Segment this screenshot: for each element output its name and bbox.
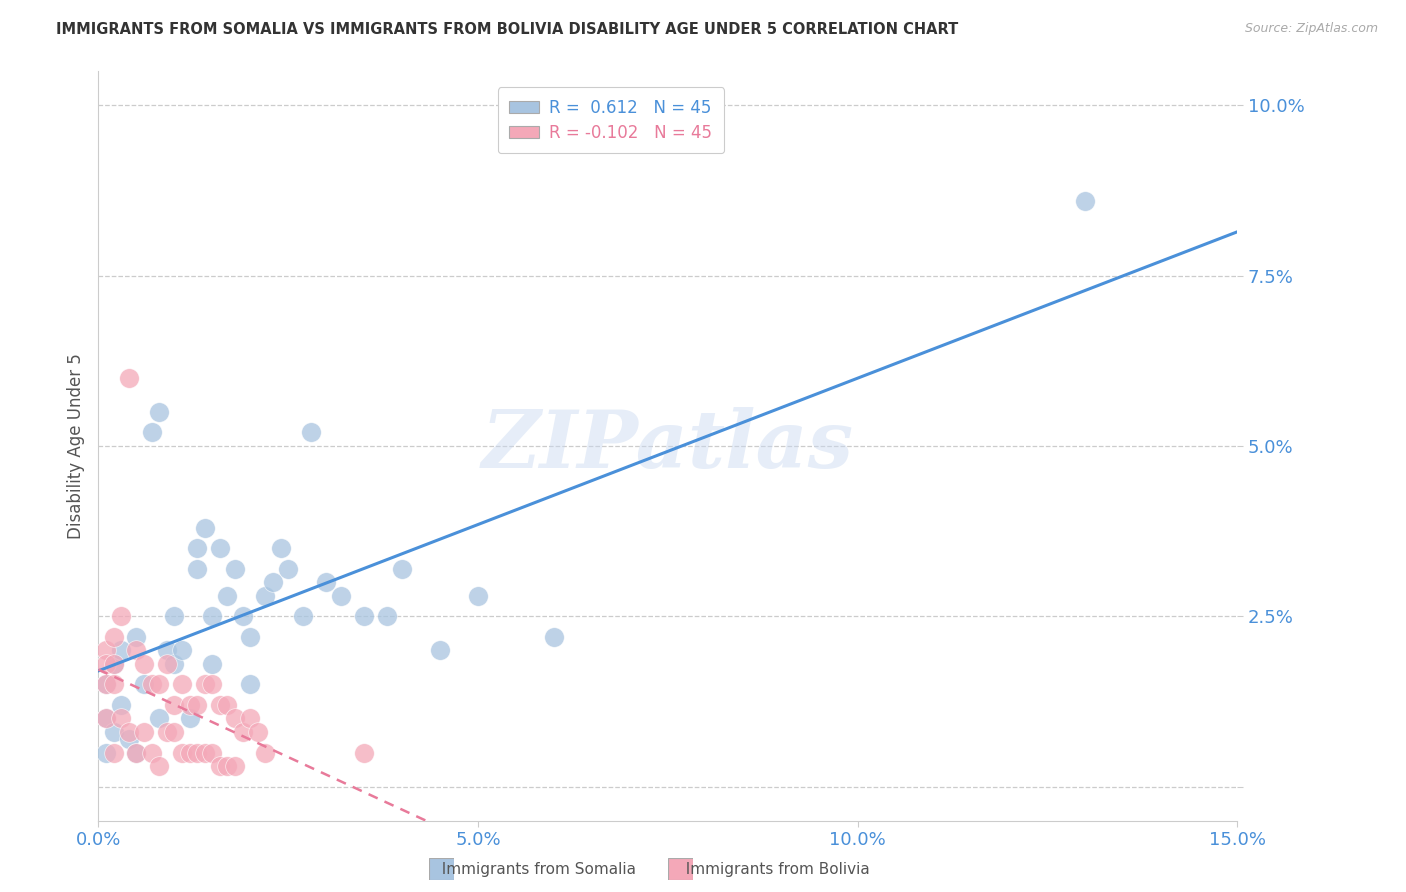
Point: [239, 711, 262, 725]
Point: [208, 698, 231, 712]
Point: [239, 630, 262, 644]
Point: [94, 677, 117, 691]
Legend: R =  0.612   N = 45, R = -0.102   N = 45: R = 0.612 N = 45, R = -0.102 N = 45: [498, 87, 724, 153]
Point: [103, 746, 125, 760]
Point: [217, 698, 239, 712]
Point: [132, 725, 155, 739]
Point: [186, 746, 208, 760]
Point: [201, 746, 224, 760]
Point: [94, 657, 117, 671]
Point: [179, 746, 201, 760]
Point: [110, 609, 132, 624]
Text: ZIPatlas: ZIPatlas: [482, 408, 853, 484]
Text: Immigrants from Bolivia: Immigrants from Bolivia: [676, 863, 870, 877]
Point: [239, 677, 262, 691]
Point: [141, 677, 163, 691]
Point: [194, 677, 217, 691]
Point: [170, 643, 193, 657]
Point: [94, 643, 117, 657]
Point: [292, 609, 315, 624]
Point: [118, 371, 141, 385]
Point: [110, 711, 132, 725]
Point: [208, 541, 231, 556]
Point: [94, 711, 117, 725]
Point: [125, 630, 148, 644]
Point: [148, 405, 170, 419]
Point: [467, 589, 489, 603]
Point: [201, 609, 224, 624]
Point: [132, 657, 155, 671]
Point: [262, 575, 284, 590]
Point: [110, 698, 132, 712]
Point: [148, 711, 170, 725]
Point: [94, 677, 117, 691]
Point: [163, 657, 186, 671]
Point: [156, 657, 179, 671]
Point: [375, 609, 398, 624]
Point: [125, 746, 148, 760]
Point: [224, 759, 246, 773]
Point: [232, 725, 254, 739]
Text: Immigrants from Somalia: Immigrants from Somalia: [432, 863, 637, 877]
Point: [217, 589, 239, 603]
Point: [543, 630, 565, 644]
Point: [201, 657, 224, 671]
Point: [254, 589, 277, 603]
Point: [148, 759, 170, 773]
Point: [270, 541, 292, 556]
Point: [132, 677, 155, 691]
Point: [391, 561, 413, 575]
Y-axis label: Disability Age Under 5: Disability Age Under 5: [66, 353, 84, 539]
Point: [201, 677, 224, 691]
Point: [156, 643, 179, 657]
Point: [103, 677, 125, 691]
Point: [179, 698, 201, 712]
Point: [103, 725, 125, 739]
Point: [246, 725, 269, 739]
Text: Source: ZipAtlas.com: Source: ZipAtlas.com: [1244, 22, 1378, 36]
Point: [125, 643, 148, 657]
Point: [217, 759, 239, 773]
Point: [118, 731, 141, 746]
Point: [186, 541, 208, 556]
Point: [186, 561, 208, 575]
Point: [254, 746, 277, 760]
Point: [194, 746, 217, 760]
Point: [94, 746, 117, 760]
Point: [170, 746, 193, 760]
Point: [353, 609, 375, 624]
Point: [163, 725, 186, 739]
Point: [163, 609, 186, 624]
Point: [232, 609, 254, 624]
Point: [186, 698, 208, 712]
Point: [353, 746, 375, 760]
Point: [94, 711, 117, 725]
Point: [125, 746, 148, 760]
Point: [224, 711, 246, 725]
Point: [110, 643, 132, 657]
Point: [1074, 194, 1097, 208]
Point: [148, 677, 170, 691]
Point: [163, 698, 186, 712]
Point: [170, 677, 193, 691]
Point: [141, 425, 163, 440]
Point: [277, 561, 299, 575]
Point: [103, 657, 125, 671]
Point: [156, 725, 179, 739]
Point: [194, 521, 217, 535]
Point: [103, 657, 125, 671]
Point: [429, 643, 451, 657]
Point: [208, 759, 231, 773]
Point: [179, 711, 201, 725]
Point: [118, 725, 141, 739]
Point: [103, 630, 125, 644]
Point: [299, 425, 322, 440]
Point: [224, 561, 246, 575]
Text: IMMIGRANTS FROM SOMALIA VS IMMIGRANTS FROM BOLIVIA DISABILITY AGE UNDER 5 CORREL: IMMIGRANTS FROM SOMALIA VS IMMIGRANTS FR…: [56, 22, 959, 37]
Point: [141, 746, 163, 760]
Point: [315, 575, 337, 590]
Point: [330, 589, 353, 603]
